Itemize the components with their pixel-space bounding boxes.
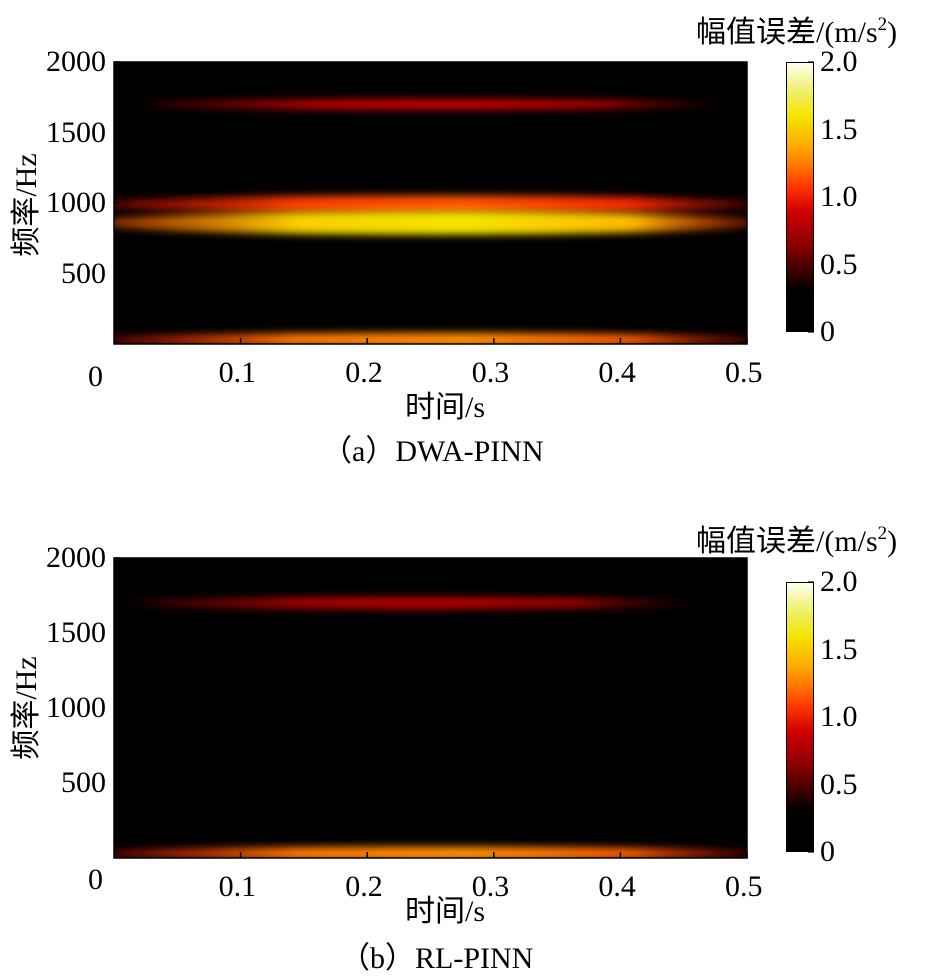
colorbar-tick-label: 2.0 [820,565,858,598]
x-tick-label: 0.4 [598,356,636,389]
colorbar-tick-label: 0 [820,315,835,348]
panel-caption: （a）DWA-PINN [322,435,544,468]
y-tick-label: 500 [61,256,106,290]
y-tick-label: 500 [61,766,106,799]
heatmap-bands [114,597,747,858]
heatmap-bands [114,99,747,344]
colorbar-tick-label: 0.5 [820,247,858,281]
panel-dwa-pinn: 幅值误差/(m/s2) 2.0 1.5 1.0 0.5 0 2000 1500 1000 50… [0,0,925,480]
heatmap-band-30hz [114,846,747,858]
origin-label: 0 [88,863,103,896]
colorbar-tick-label: 1.0 [820,700,858,733]
y-tick-label: 1500 [46,115,106,149]
y-tick-label: 2000 [46,45,106,78]
panel-caption: （b）RL-PINN [340,942,534,975]
y-tick-label: 1000 [46,186,106,219]
colorbar-tick-label: 0.5 [820,767,858,801]
y-tick-label: 1500 [46,616,106,649]
x-tick-label: 0.5 [725,870,763,903]
x-tick-label: 0.5 [725,356,763,389]
colorbar-title: 幅值误差/(m/s2) [696,523,898,558]
y-axis-label: 频率/Hz [10,656,43,760]
x-axis-label: 时间/s [405,895,486,928]
y-tick-label: 2000 [46,541,106,574]
x-tick-label: 0.1 [218,870,257,903]
heatmap-band-1700hz [144,99,717,110]
origin-label: 0 [88,360,103,393]
x-tick-label: 0.4 [598,870,636,903]
colorbar-tick-label: 1.0 [820,180,858,213]
x-tick-label: 0.2 [345,356,383,389]
x-tick-label: 0.1 [218,356,257,389]
heatmap-band-990hz [114,195,747,214]
x-tick-label: 0.3 [471,356,510,389]
x-tick-label: 0.2 [345,870,383,903]
plot-border [113,61,748,345]
colorbar-tick-label: 2.0 [820,45,858,78]
colorbar [786,582,814,852]
heatmap-plot [114,62,747,344]
plot-border [113,557,748,859]
heatmap-band-1700hz [131,597,692,609]
colorbar [786,62,814,332]
colorbar-tick-label: 0 [820,835,835,868]
heatmap-band-30hz [114,332,747,344]
colorbar-title: 幅值误差/(m/s2) [696,14,898,49]
y-axis-label: 频率/Hz [10,153,43,257]
y-tick-label: 1000 [46,691,106,724]
x-axis-label: 时间/s [405,391,486,424]
panel-rl-pinn: 幅值误差/(m/s2) 2.0 1.5 1.0 0.5 0 2000 1500 1000 50… [0,497,925,977]
colorbar-tick-label: 1.5 [820,112,858,146]
colorbar-tick-label: 1.5 [820,632,858,666]
heatmap-band-860hz [114,210,747,235]
x-tick-label: 0.3 [471,870,510,903]
heatmap-plot [114,558,747,858]
